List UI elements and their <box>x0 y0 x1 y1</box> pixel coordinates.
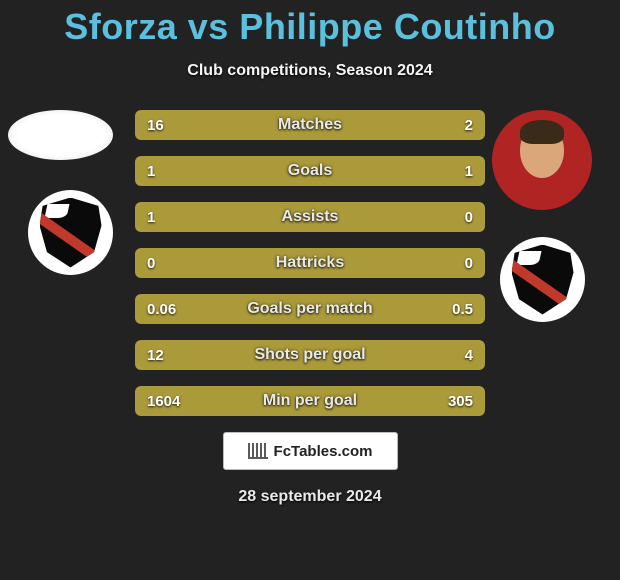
stat-value-right: 0 <box>465 250 473 276</box>
stat-value-left: 1 <box>147 158 155 184</box>
stat-value-left: 0.06 <box>147 296 176 322</box>
bar-fill-right <box>310 158 483 184</box>
comparison-content: 162Matches11Goals10Assists00Hattricks0.0… <box>0 110 620 416</box>
stat-value-right: 2 <box>465 112 473 138</box>
player-left-photo <box>8 110 113 160</box>
stat-row: 11Goals <box>135 156 485 186</box>
vasco-shield-icon <box>512 245 574 315</box>
stat-value-left: 16 <box>147 112 164 138</box>
comparison-bars: 162Matches11Goals10Assists00Hattricks0.0… <box>135 110 485 416</box>
stat-value-right: 1 <box>465 158 473 184</box>
stat-row: 10Assists <box>135 202 485 232</box>
player-right-photo <box>492 110 592 210</box>
bar-fill-left <box>137 158 310 184</box>
stat-row: 0.060.5Goals per match <box>135 294 485 324</box>
stat-row: 162Matches <box>135 110 485 140</box>
page-title: Sforza vs Philippe Coutinho <box>0 0 620 48</box>
stat-value-left: 12 <box>147 342 164 368</box>
stat-value-right: 0.5 <box>452 296 473 322</box>
vasco-shield-icon <box>40 198 102 268</box>
chart-icon <box>248 443 268 459</box>
bar-fill-left <box>137 250 310 276</box>
footer-date: 28 september 2024 <box>0 488 620 506</box>
page-subtitle: Club competitions, Season 2024 <box>0 62 620 80</box>
stat-row: 00Hattricks <box>135 248 485 278</box>
bar-fill-right <box>310 342 483 368</box>
bar-fill-left <box>137 204 310 230</box>
stat-value-left: 1 <box>147 204 155 230</box>
club-badge-left <box>28 190 113 275</box>
stat-value-right: 4 <box>465 342 473 368</box>
bar-fill-right <box>310 204 483 230</box>
club-badge-right <box>500 237 585 322</box>
bar-fill-right <box>310 250 483 276</box>
bar-fill-right <box>310 112 483 138</box>
player-face-icon <box>520 124 564 178</box>
stat-row: 124Shots per goal <box>135 340 485 370</box>
stat-value-right: 305 <box>448 388 473 414</box>
brand-logo: FcTables.com <box>223 432 398 470</box>
stat-value-left: 1604 <box>147 388 180 414</box>
brand-text: FcTables.com <box>274 443 373 460</box>
stat-value-right: 0 <box>465 204 473 230</box>
stat-value-left: 0 <box>147 250 155 276</box>
stat-row: 1604305Min per goal <box>135 386 485 416</box>
